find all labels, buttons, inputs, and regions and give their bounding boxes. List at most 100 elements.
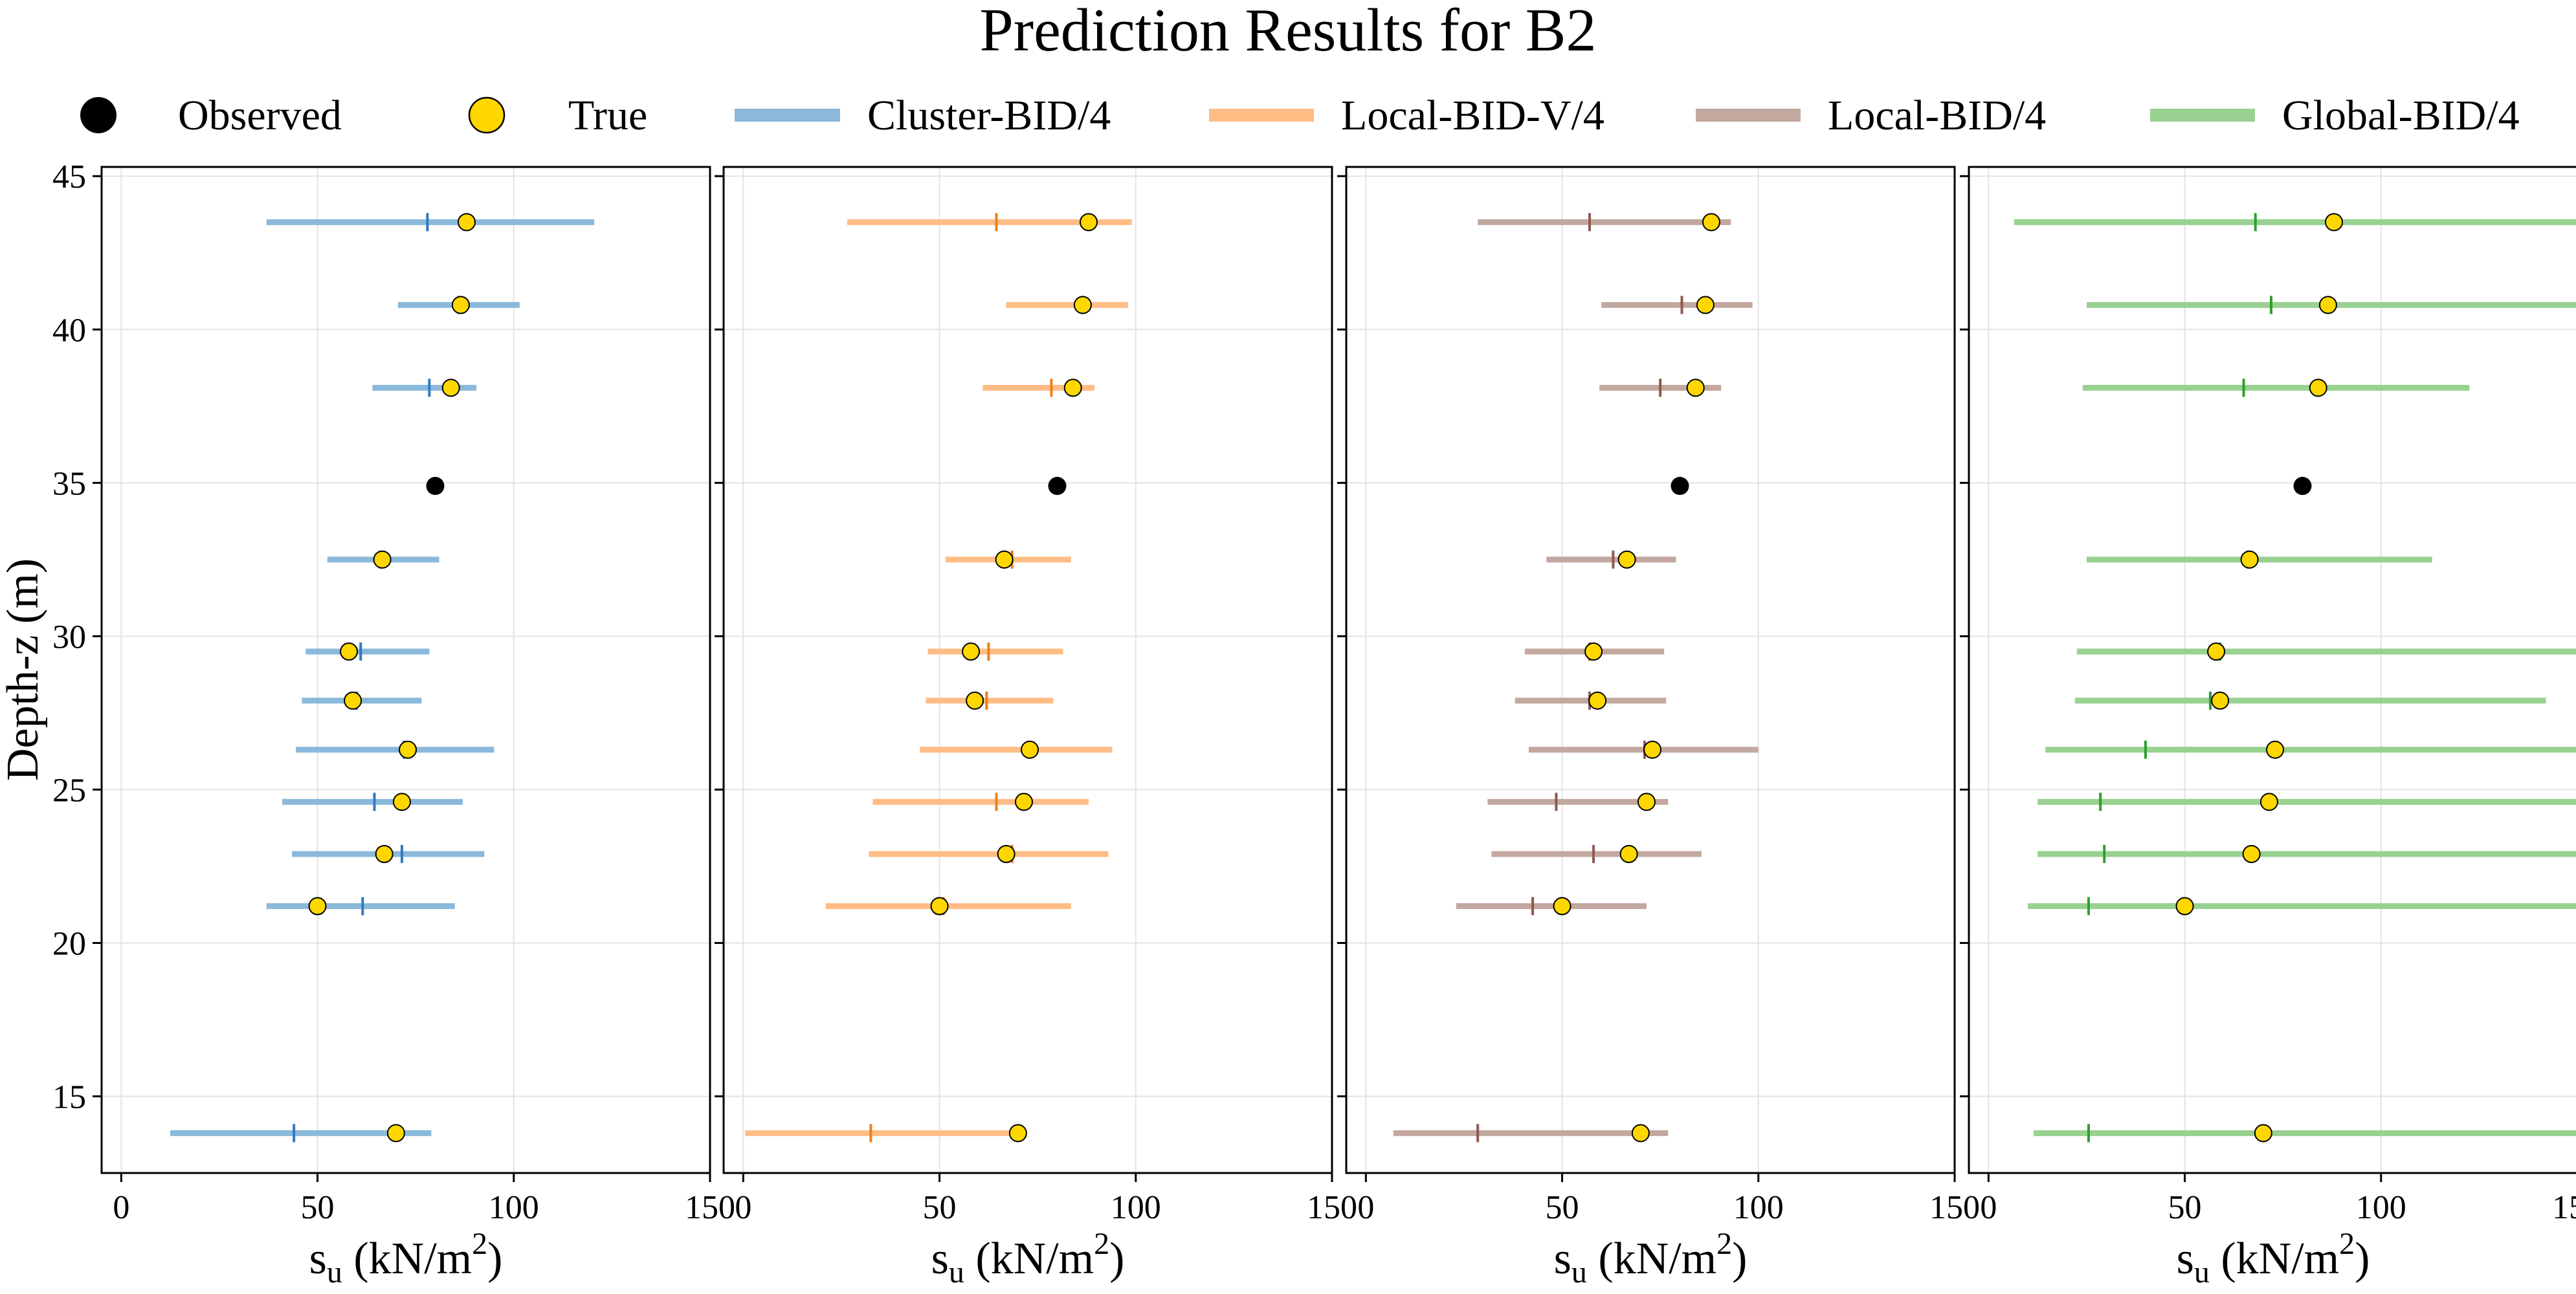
true-point: [930, 897, 949, 916]
true-point: [1619, 844, 1638, 863]
y-tick-label: 40: [52, 312, 86, 349]
true-point: [997, 844, 1016, 863]
x-tick-label: 50: [1546, 1189, 1579, 1226]
true-point: [1702, 213, 1720, 232]
true-point: [308, 897, 327, 916]
x-tick-label: 0: [1980, 1189, 1997, 1226]
x-tick-label: 50: [2168, 1189, 2202, 1226]
plot-area: [745, 213, 1132, 1143]
x-tick-label: 150: [1929, 1189, 1980, 1226]
true-point: [962, 642, 981, 661]
x-axis-label: su (kN/m2): [931, 1227, 1125, 1289]
legend-observed-label: Observed: [178, 92, 342, 139]
x-tick-label: 150: [685, 1189, 735, 1226]
true-point: [2254, 1124, 2272, 1143]
true-point: [375, 844, 394, 863]
y-tick-label: 25: [52, 772, 86, 809]
observed-point: [2293, 477, 2312, 496]
true-point: [451, 296, 470, 314]
y-tick-label: 45: [52, 159, 86, 195]
true-point: [995, 550, 1014, 569]
x-tick-label: 150: [1307, 1189, 1357, 1226]
panel-frame: [722, 166, 1333, 1174]
panel: 0 50 100 150 su (kN/m2): [1960, 166, 2576, 1289]
true-point: [1014, 793, 1033, 811]
true-point: [1553, 897, 1571, 916]
true-point: [1588, 691, 1607, 710]
true-point: [2325, 213, 2343, 232]
figure-title: Prediction Results for B2: [980, 0, 1597, 64]
x-tick-label: 50: [923, 1189, 957, 1226]
true-point: [1021, 740, 1039, 759]
true-point: [2242, 844, 2261, 863]
true-point: [458, 213, 476, 232]
true-point: [1584, 642, 1603, 661]
plot-area: [2014, 213, 2576, 1143]
x-tick-label: 0: [735, 1189, 751, 1226]
true-point: [1631, 1124, 1650, 1143]
panel: 0 50 100 150 su (kN/m2): [715, 166, 1357, 1289]
x-tick-label: 100: [2356, 1189, 2406, 1226]
true-point: [2175, 897, 2194, 916]
legend-true-label: True: [568, 92, 647, 139]
true-point: [1080, 213, 1098, 232]
legend-label: Local-BID-V/4: [1341, 92, 1604, 139]
panel-frame: [100, 166, 711, 1174]
x-tick-label: 100: [1111, 1189, 1161, 1226]
legend-label: Local-BID/4: [1828, 92, 2046, 139]
observed-point: [1671, 477, 1689, 496]
true-point: [2260, 793, 2278, 811]
y-tick-label: 35: [52, 465, 86, 502]
legend-label: Cluster-BID/4: [867, 92, 1111, 139]
y-tick-label: 15: [52, 1079, 86, 1115]
legend-label: Global-BID/4: [2282, 92, 2520, 139]
observed-point: [1048, 477, 1067, 496]
x-tick-label: 0: [113, 1189, 129, 1226]
legend: Observed True Cluster-BID/4 Local-BID-V/4 Lo…: [80, 92, 2520, 139]
true-point: [1008, 1124, 1027, 1143]
panel: 0 50 100 150 su (kN/m2): [1337, 166, 1980, 1289]
panel-frame: [1968, 166, 2576, 1174]
x-tick-label: 50: [301, 1189, 335, 1226]
true-point: [1643, 740, 1662, 759]
true-point: [2207, 642, 2226, 661]
true-point: [340, 642, 359, 661]
true-point: [2266, 740, 2285, 759]
x-tick-label: 100: [1733, 1189, 1784, 1226]
true-point: [373, 550, 392, 569]
true-point: [2240, 550, 2259, 569]
x-tick-label: 0: [1357, 1189, 1374, 1226]
true-point: [1696, 296, 1715, 314]
x-axis-label: su (kN/m2): [2177, 1227, 2370, 1289]
true-point: [1686, 378, 1705, 397]
legend-observed-marker: [80, 97, 117, 133]
true-point: [2318, 296, 2337, 314]
y-tick-label: 20: [52, 925, 86, 962]
true-point: [392, 793, 411, 811]
x-axis-label: su (kN/m2): [1554, 1227, 1748, 1289]
y-tick-label: 30: [52, 619, 86, 655]
true-point: [344, 691, 362, 710]
true-point: [1617, 550, 1636, 569]
panel: 0 50 100 150 15 20 25 30 35 40 45 su (kN/m2): [52, 159, 735, 1289]
legend-true-marker: [468, 96, 505, 134]
panel-frame: [1345, 166, 1956, 1174]
plot-area: [170, 213, 595, 1143]
x-axis-label: su (kN/m2): [309, 1227, 503, 1289]
true-point: [1637, 793, 1656, 811]
true-point: [386, 1124, 405, 1143]
x-tick-label: 100: [489, 1189, 539, 1226]
true-point: [1063, 378, 1082, 397]
true-point: [1073, 296, 1092, 314]
true-point: [966, 691, 984, 710]
true-point: [2309, 378, 2327, 397]
true-point: [441, 378, 460, 397]
y-axis-label: Depth-z (m): [0, 558, 48, 781]
true-point: [2211, 691, 2230, 710]
observed-point: [426, 477, 445, 496]
x-tick-label: 150: [2552, 1189, 2576, 1226]
true-point: [399, 740, 417, 759]
plot-area: [1393, 213, 1759, 1143]
panels: 0 50 100 150 15 20 25 30 35 40 45 su (kN/m2) 0 50 100 1…: [52, 159, 2576, 1289]
